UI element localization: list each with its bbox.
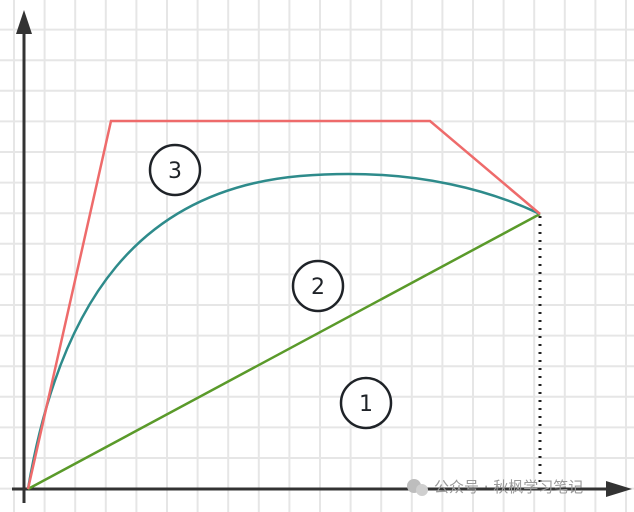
diagram-marks: 1 2 3	[12, 10, 632, 503]
region-number: 1	[359, 392, 373, 417]
x-axis-arrow-icon	[606, 481, 632, 497]
line-1	[27, 212, 541, 491]
wechat-icon	[407, 479, 428, 496]
region-circle	[291, 259, 345, 313]
curve-2	[26, 172, 541, 490]
polyline-3	[26, 119, 541, 490]
region-label-1: 1	[339, 376, 393, 430]
region-number: 2	[311, 275, 325, 300]
region-label-3: 3	[148, 143, 202, 197]
region-circle	[339, 376, 393, 430]
region-label-2: 2	[291, 259, 345, 313]
region-circle	[148, 143, 202, 197]
watermark-text: 公众号 · 秋枫学习笔记	[434, 478, 583, 496]
region-number: 3	[168, 159, 182, 184]
y-axis-arrow-icon	[16, 10, 32, 34]
watermark: 公众号 · 秋枫学习笔记	[407, 478, 583, 496]
